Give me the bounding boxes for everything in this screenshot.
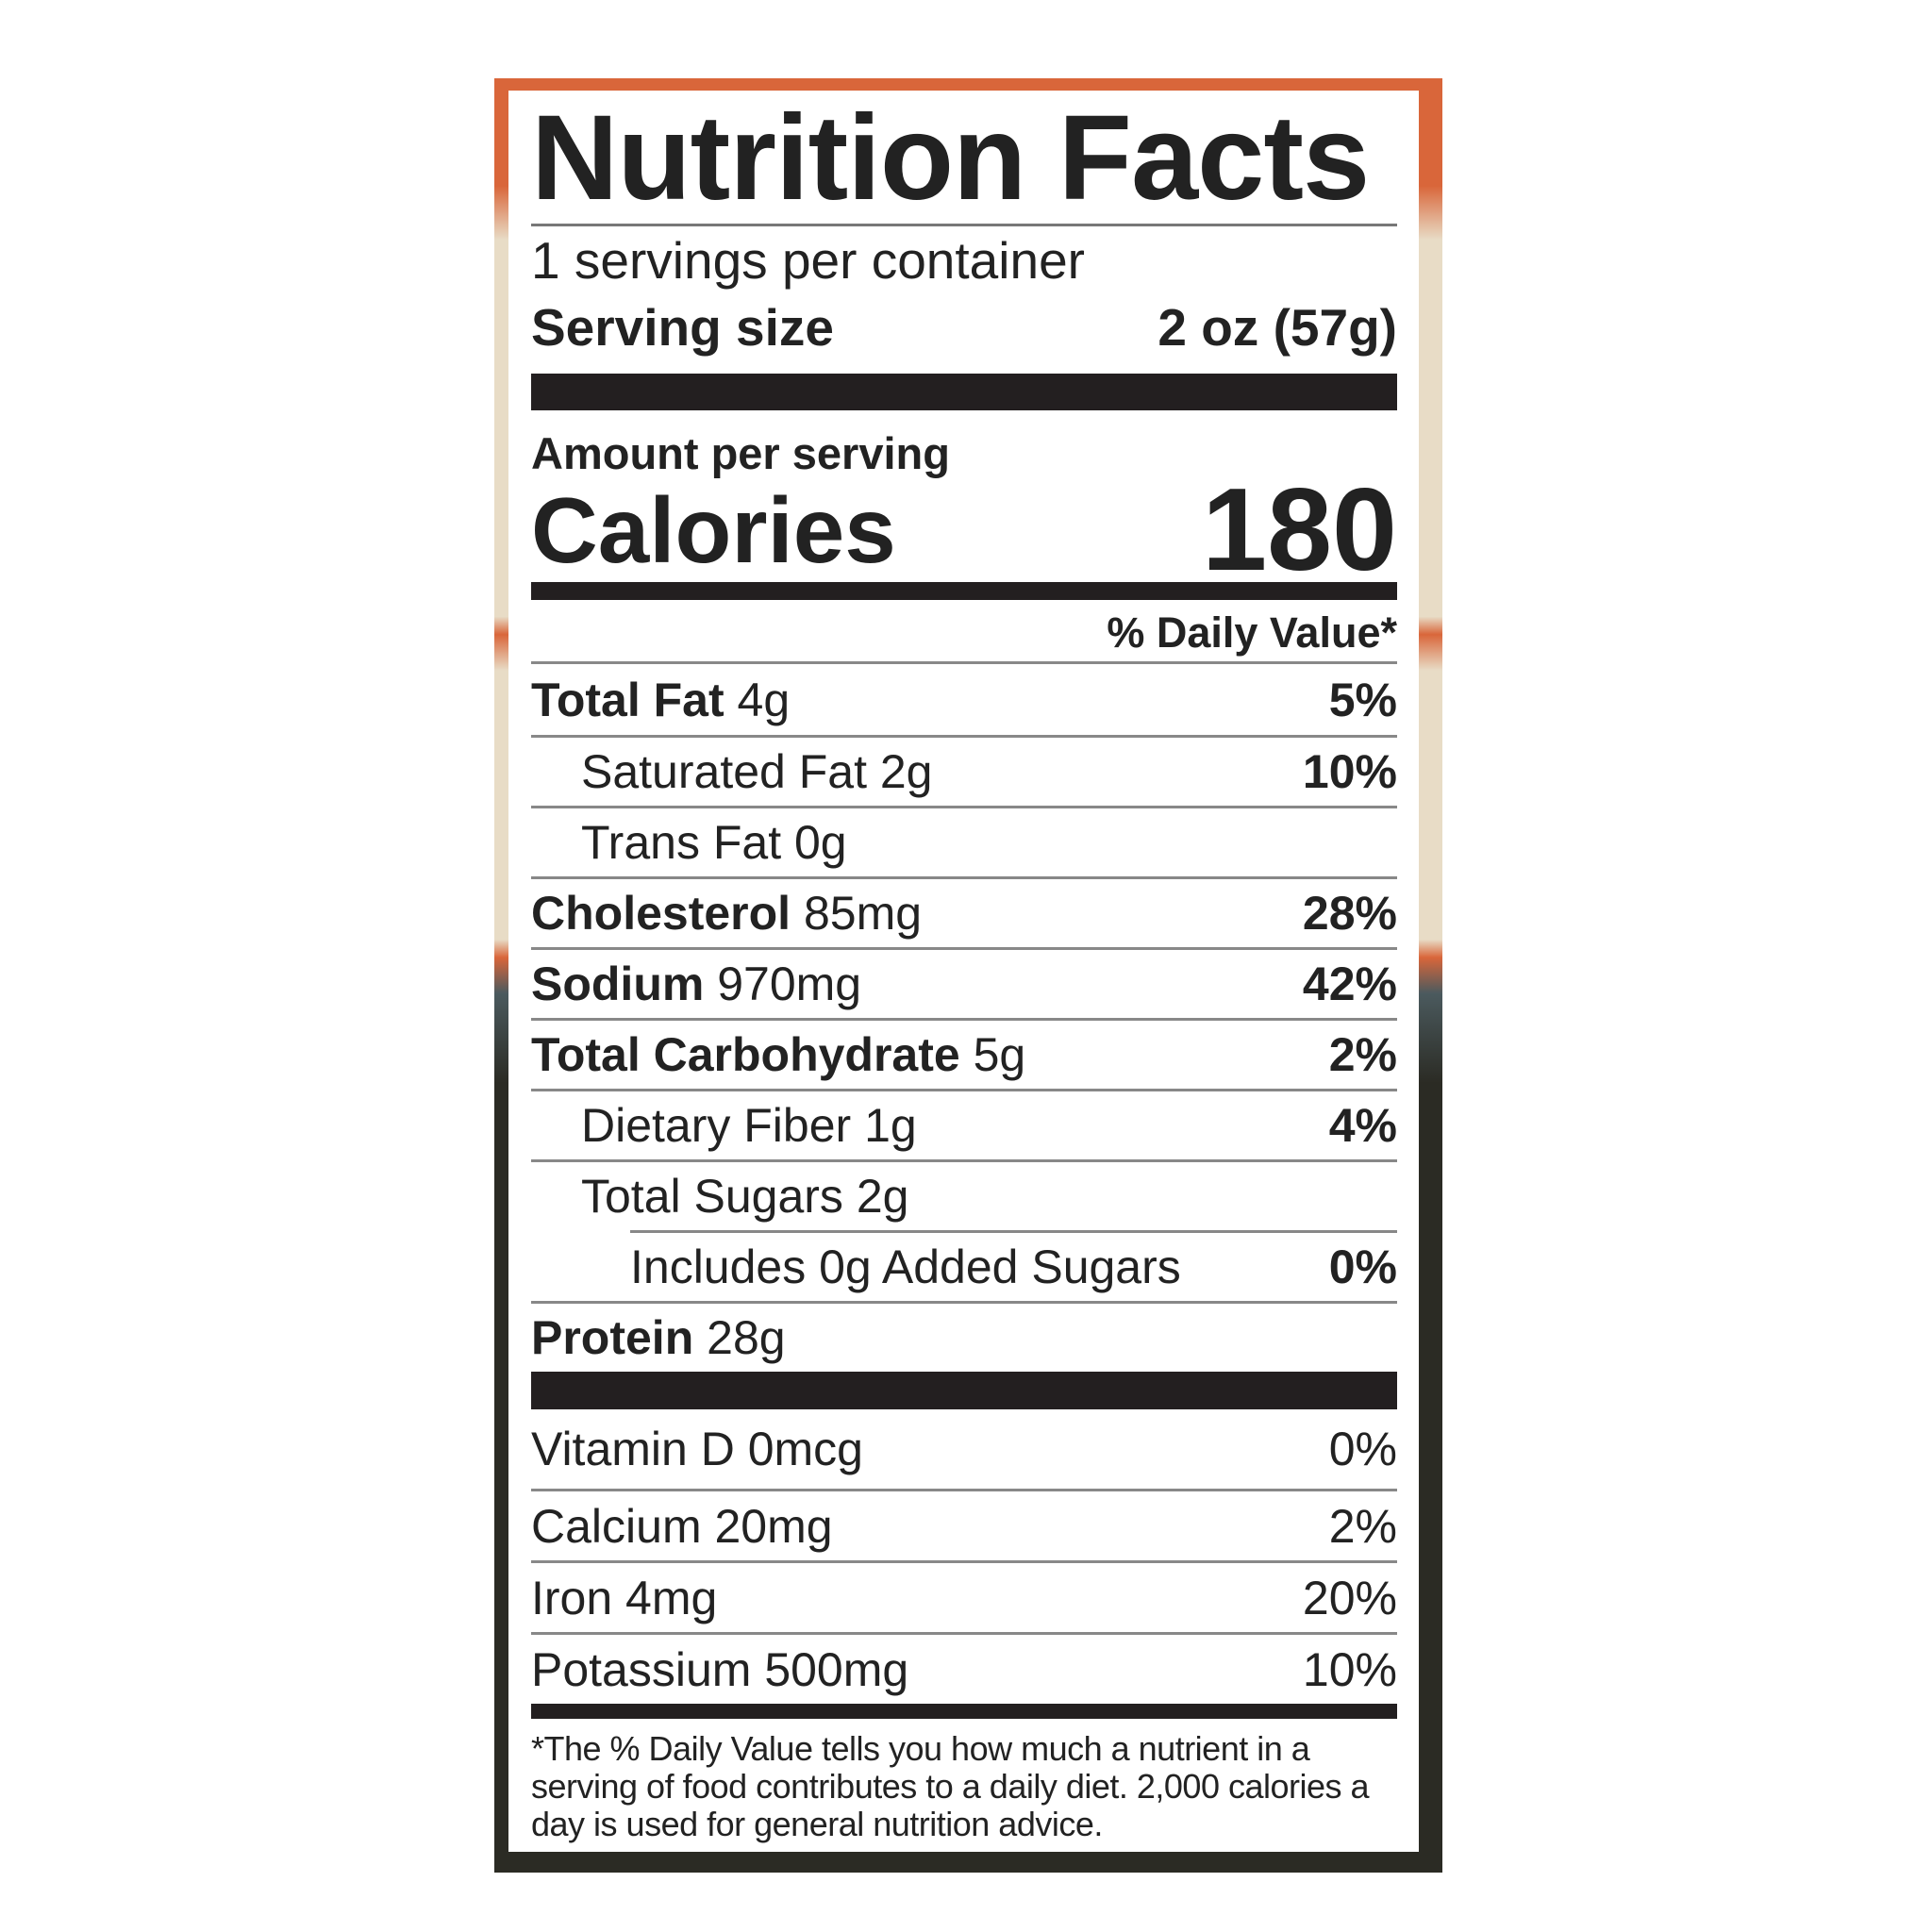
vitamin-row: Potassium 500mg 10% [531,1632,1397,1704]
vitamin-name: Vitamin D 0mcg [531,1423,863,1475]
nutrient-label: Sodium [531,958,705,1010]
nutrient-daily-value: 2% [1328,1028,1397,1081]
medium-divider [531,1704,1397,1719]
vitamin-row: Iron 4mg 20% [531,1560,1397,1632]
nutrient-name: Dietary Fiber 1g [531,1098,917,1153]
thick-divider [531,1372,1397,1409]
nutrient-label: Trans Fat [581,816,782,869]
nutrient-label: Total Carbohydrate [531,1028,960,1081]
nutrient-name: Trans Fat 0g [531,815,847,870]
calories-value: 180 [1202,465,1397,595]
vitamin-row: Vitamin D 0mcg 0% [531,1409,1397,1489]
nutrient-row: Sodium 970mg 42% [531,947,1397,1018]
nutrient-amount: 5g [973,1028,1026,1081]
vitamin-list: Vitamin D 0mcg 0% Calcium 20mg 2% Iron 4mg 20… [531,1409,1397,1704]
nutrient-amount: 2g [879,745,933,798]
nutrient-amount: 85mg [803,887,923,940]
nutrient-row: Total Sugars 2g [531,1159,1397,1230]
nutrient-amount: 1g [864,1099,917,1152]
servings-per-container: 1 servings per container [531,231,1085,290]
vitamin-name: Potassium 500mg [531,1642,909,1696]
serving-size-label: Serving size [531,298,834,357]
nutrient-label: Total Fat [531,673,724,726]
medium-divider [531,582,1397,600]
nutrient-label: Dietary Fiber [581,1099,852,1152]
nutrient-label: Cholesterol [531,887,791,940]
nutrient-daily-value: 5% [1328,673,1397,726]
nutrient-name: Total Fat 4g [531,673,790,727]
nutrient-row: Cholesterol 85mg 28% [531,876,1397,947]
serving-size-value: 2 oz (57g) [1158,298,1397,357]
nutrient-row: Total Fat 4g 5% [531,664,1397,735]
nutrient-row: Total Carbohydrate 5g 2% [531,1018,1397,1089]
nutrient-name: Total Sugars 2g [531,1169,908,1224]
vitamin-daily-value: 20% [1302,1571,1397,1624]
nutrient-daily-value: 10% [1302,745,1397,798]
nutrient-daily-value: 28% [1302,887,1397,940]
nutrient-name: Cholesterol 85mg [531,886,922,941]
nutrient-label: Includes 0g Added Sugars [630,1241,1181,1293]
nutrient-amount: 970mg [717,958,862,1010]
vitamin-name: Iron 4mg [531,1571,718,1624]
vitamin-daily-value: 0% [1328,1423,1397,1475]
nutrient-daily-value: 0% [1328,1241,1397,1293]
vitamin-name: Calcium 20mg [531,1499,833,1553]
nutrient-name: Includes 0g Added Sugars [630,1240,1181,1294]
nutrient-row: Includes 0g Added Sugars 0% [630,1230,1397,1301]
footnote: *The % Daily Value tells you how much a … [531,1729,1370,1843]
nutrient-label: Total Sugars [581,1170,843,1223]
nutrient-amount: 4g [737,673,791,726]
label-title: Nutrition Facts [531,91,1397,226]
nutrient-row: Dietary Fiber 1g 4% [531,1089,1397,1159]
vitamin-row: Calcium 20mg 2% [531,1489,1397,1560]
nutrient-row: Trans Fat 0g [531,806,1397,876]
nutrient-amount: 28g [707,1311,786,1364]
nutrient-label: Protein [531,1311,694,1364]
nutrient-daily-value: 4% [1328,1099,1397,1152]
nutrient-list: Total Fat 4g 5% Saturated Fat 2g 10% Trans F… [531,664,1397,1372]
nutrient-name: Sodium 970mg [531,957,861,1011]
nutrient-name: Saturated Fat 2g [531,744,933,799]
nutrient-row: Saturated Fat 2g 10% [531,735,1397,806]
daily-value-header: % Daily Value* [531,600,1397,664]
vitamin-daily-value: 2% [1328,1499,1397,1553]
nutrient-amount: 0g [794,816,847,869]
vitamin-daily-value: 10% [1302,1642,1397,1696]
nutrient-daily-value: 42% [1302,958,1397,1010]
calories-row: Calories 180 [531,465,1397,595]
calories-label: Calories [531,477,896,582]
nutrient-name: Protein 28g [531,1310,786,1365]
nutrition-facts-label: Nutrition Facts 1 servings per container… [531,91,1397,1843]
thick-divider [531,374,1397,410]
amount-per-serving: Amount per serving [531,428,950,478]
nutrient-row: Protein 28g [531,1301,1397,1372]
nutrient-label: Saturated Fat [581,745,867,798]
nutrient-amount: 2g [856,1170,909,1223]
nutrient-name: Total Carbohydrate 5g [531,1027,1025,1082]
serving-size-row: Serving size 2 oz (57g) [531,294,1397,360]
